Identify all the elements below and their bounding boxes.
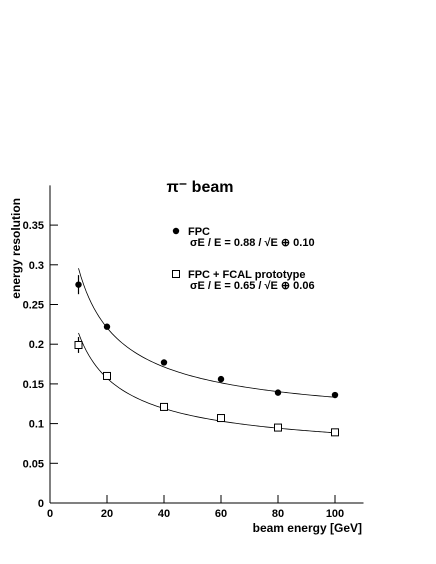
x-tick-label: 60 [215,508,227,520]
x-axis-label: beam energy [GeV] [253,521,362,535]
data-point [103,371,111,380]
y-tick-label: 0 [38,498,44,510]
data-point [160,359,168,366]
data-point [274,389,282,396]
data-point [160,402,168,411]
data-point [331,391,339,399]
x-tick-label: 20 [101,508,113,520]
legend-label: FPC [188,226,210,238]
data-point [274,423,282,432]
y-tick-label: 0.35 [23,220,44,232]
fit-curve [78,332,336,434]
fit-curve [78,268,336,398]
legend-marker [172,270,180,278]
data-point [331,428,339,437]
y-tick-label: 0.05 [23,458,44,470]
y-tick-label: 0.1 [29,419,44,431]
y-tick-label: 0.2 [29,339,44,351]
legend-marker [172,227,180,235]
y-tick-label: 0.25 [23,300,44,312]
legend-label: FPC + FCAL prototype [188,269,305,281]
legend-formula: σE / E = 0.65 / √E ⊕ 0.06 [190,280,315,292]
x-tick-label: 40 [158,508,170,520]
data-point [74,340,83,349]
data-point [103,323,111,330]
x-tick-label: 0 [47,508,53,520]
y-tick-label: 0.3 [29,260,44,272]
chart-title: π⁻ beam [167,179,234,196]
x-tick-label: 100 [326,508,344,520]
data-point [217,414,225,423]
data-point [217,375,225,383]
y-axis-label: energy resolution [9,198,23,299]
y-tick-label: 0.15 [23,379,44,391]
data-point [75,281,82,288]
x-tick-label: 80 [272,508,284,520]
legend-formula: σE / E = 0.88 / √E ⊕ 0.10 [190,237,315,249]
